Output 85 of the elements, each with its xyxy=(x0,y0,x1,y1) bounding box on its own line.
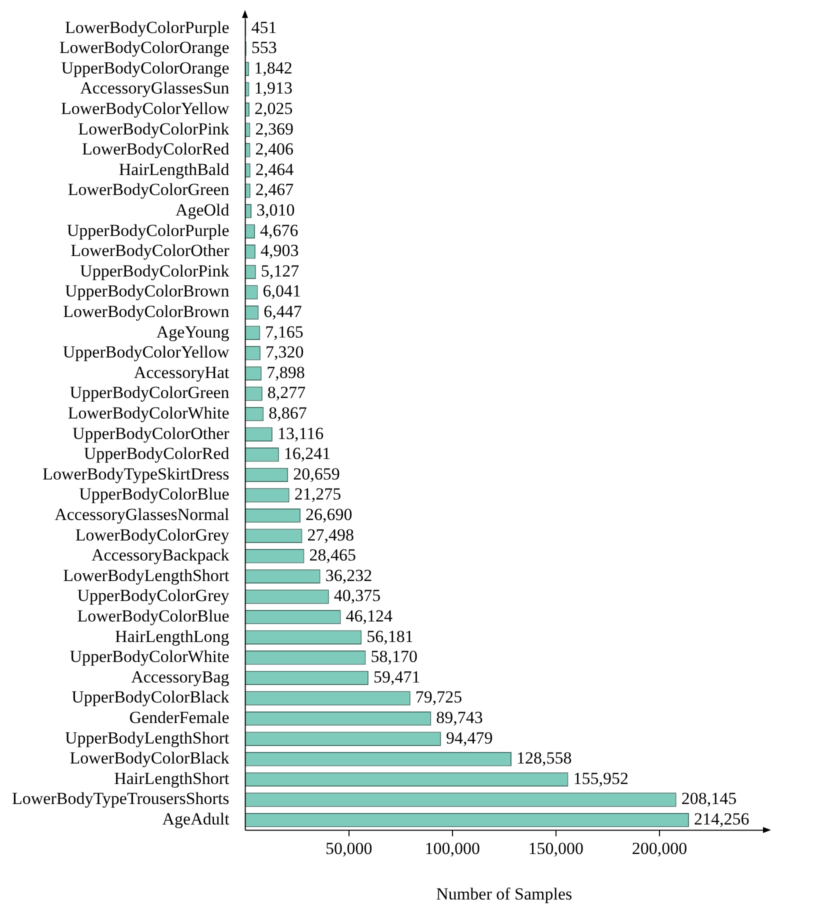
data-label: 451 xyxy=(251,18,277,37)
y-tick-label: AgeYoung xyxy=(156,322,230,342)
data-label: 5,127 xyxy=(260,261,300,280)
data-label: 46,124 xyxy=(346,606,394,626)
data-label: 8,277 xyxy=(267,383,306,402)
data-label: 59,471 xyxy=(373,667,420,686)
y-tick-label: AccessoryHat xyxy=(134,362,230,382)
y-tick-label: HairLengthBald xyxy=(118,160,230,179)
data-label: 553 xyxy=(251,38,277,58)
y-tick-label: UpperBodyColorWhite xyxy=(70,647,230,666)
data-label: 56,181 xyxy=(366,626,414,646)
data-label: 40,375 xyxy=(334,586,381,606)
y-tick-label: LowerBodyTypeSkirtDress xyxy=(42,464,230,484)
y-tick-label: LowerBodyLengthShort xyxy=(63,566,230,585)
y-tick-label: LowerBodyTypeTrousersShorts xyxy=(12,789,230,808)
x-tick-label: 150,000 xyxy=(528,838,584,858)
data-label: 28,465 xyxy=(309,546,356,565)
data-label: 155,952 xyxy=(573,768,628,788)
data-label: 1,913 xyxy=(254,78,292,98)
y-tick-label: LowerBodyColorPurple xyxy=(64,18,230,37)
data-label: 128,558 xyxy=(516,748,572,768)
y-tick-label: AccessoryBag xyxy=(131,667,230,686)
data-label: 4,676 xyxy=(260,220,298,240)
y-tick-label: AgeAdult xyxy=(162,810,230,829)
x-axis-title: Number of Samples xyxy=(436,884,572,904)
data-label: 2,467 xyxy=(255,180,294,200)
data-label: 4,903 xyxy=(260,241,299,260)
y-tick-label: AgeOld xyxy=(175,200,230,220)
y-tick-label: LowerBodyColorBlack xyxy=(70,748,230,768)
data-label: 6,041 xyxy=(262,282,302,301)
data-label: 214,256 xyxy=(694,810,750,829)
data-label: 26,690 xyxy=(306,505,352,524)
data-label: 13,116 xyxy=(277,424,324,443)
y-tick-label: GenderFemale xyxy=(129,708,230,728)
x-tick-label: 200,000 xyxy=(632,838,688,858)
y-tick-label: UpperBodyColorRed xyxy=(84,444,230,464)
y-tick-label: LowerBodyColorPink xyxy=(78,119,230,138)
y-tick-label: LowerBodyColorBlue xyxy=(77,606,230,626)
data-label: 94,479 xyxy=(446,728,493,748)
y-tick-label: UpperBodyColorPink xyxy=(80,261,230,280)
data-label: 1,842 xyxy=(254,58,292,78)
data-label: 58,170 xyxy=(370,647,418,666)
y-tick-label: UpperBodyColorOrange xyxy=(61,58,230,78)
y-tick-label: LowerBodyColorGreen xyxy=(68,180,230,200)
y-tick-label: LowerBodyColorOrange xyxy=(59,38,230,58)
y-tick-label: UpperBodyLengthShort xyxy=(64,728,230,748)
y-tick-label: UpperBodyColorBlue xyxy=(79,484,230,504)
data-label: 8,867 xyxy=(268,404,308,423)
data-label: 21,275 xyxy=(294,484,342,504)
y-tick-label: AccessoryGlassesNormal xyxy=(54,505,230,524)
data-label: 2,025 xyxy=(254,99,293,118)
data-label: 7,898 xyxy=(266,362,305,382)
y-tick-label: LowerBodyColorRed xyxy=(82,140,230,159)
y-tick-label: LowerBodyColorOther xyxy=(70,241,230,260)
data-label: 3,010 xyxy=(256,200,295,220)
data-label: 16,241 xyxy=(284,444,331,464)
y-tick-label: UpperBodyColorBlack xyxy=(72,688,230,707)
y-tick-label: UpperBodyColorGreen xyxy=(70,383,230,402)
data-label: 27,498 xyxy=(307,525,354,544)
y-tick-label: LowerBodyColorGrey xyxy=(75,525,230,544)
data-label: 7,165 xyxy=(265,322,304,342)
data-label: 208,145 xyxy=(681,789,737,808)
x-tick-label: 100,000 xyxy=(424,838,480,858)
y-tick-label: UpperBodyColorGrey xyxy=(77,586,230,606)
y-tick-label: UpperBodyColorYellow xyxy=(62,342,230,362)
y-tick-label: HairLengthShort xyxy=(114,768,230,788)
data-label: 2,406 xyxy=(255,140,294,159)
y-tick-label: AccessoryBackpack xyxy=(91,546,230,565)
y-tick-label: HairLengthLong xyxy=(115,626,230,646)
data-label: 2,464 xyxy=(255,160,294,179)
data-label: 89,743 xyxy=(436,708,483,728)
data-label: 20,659 xyxy=(293,464,340,484)
y-tick-label: LowerBodyColorWhite xyxy=(68,404,230,423)
y-tick-label: AccessoryGlassesSun xyxy=(80,78,230,98)
x-tick-label: 50,000 xyxy=(325,838,372,858)
data-label: 6,447 xyxy=(264,302,302,322)
data-label: 36,232 xyxy=(325,566,372,585)
data-label: 7,320 xyxy=(265,342,304,362)
y-tick-label: LowerBodyColorYellow xyxy=(61,99,230,118)
y-tick-label: UpperBodyColorOther xyxy=(72,424,230,443)
data-label: 79,725 xyxy=(415,688,462,707)
y-tick-label: LowerBodyColorBrown xyxy=(63,302,230,322)
y-tick-label: UpperBodyColorPurple xyxy=(66,220,230,240)
y-tick-label: UpperBodyColorBrown xyxy=(64,282,230,301)
data-label: 2,369 xyxy=(255,119,294,138)
